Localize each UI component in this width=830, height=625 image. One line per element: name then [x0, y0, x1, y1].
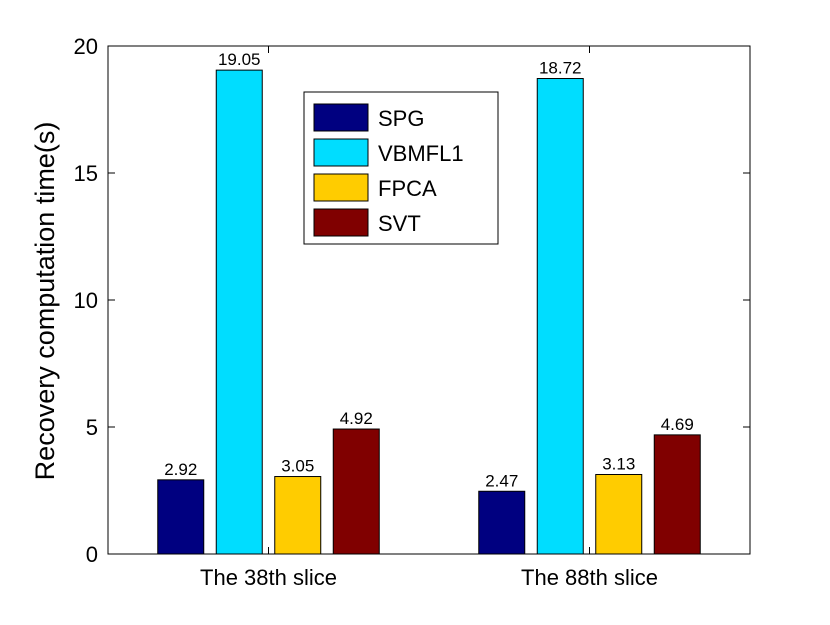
plot-area: 0 5 10 15 20 The 38th slice 2.92 19.05 3.05 4.92 T…: [74, 34, 751, 590]
legend-label-spg: SPG: [378, 106, 424, 131]
x-tick-label: The 38th slice: [200, 565, 337, 590]
data-label: 4.92: [340, 409, 373, 428]
data-label: 18.72: [539, 59, 582, 78]
legend-label-fpca: FPCA: [378, 176, 437, 201]
y-tick-label: 20: [74, 34, 98, 59]
y-tick-label: 5: [86, 415, 98, 440]
legend-swatch-fpca: [313, 173, 369, 202]
legend-swatch-spg: [313, 103, 369, 132]
bar-fpca: [595, 473, 643, 555]
data-label: 2.92: [164, 460, 197, 479]
bar-svt: [653, 434, 701, 555]
bar-spg: [157, 479, 205, 555]
data-label: 3.05: [281, 457, 314, 476]
data-label: 19.05: [218, 50, 261, 69]
bar-spg: [478, 490, 526, 555]
legend-swatch-vbmfl1: [313, 138, 369, 167]
x-tick-label: The 88th slice: [521, 565, 658, 590]
data-label: 3.13: [602, 454, 635, 473]
data-label: 4.69: [661, 415, 694, 434]
y-tick-label: 10: [74, 288, 98, 313]
legend-label-svt: SVT: [378, 211, 421, 236]
bar-fpca: [274, 476, 322, 555]
legend-swatch-svt: [313, 208, 369, 237]
bar-vbmfl1: [215, 69, 263, 555]
y-tick-label: 0: [86, 542, 98, 567]
bar-svt: [332, 428, 380, 555]
legend-label-vbmfl1: VBMFL1: [378, 141, 464, 166]
y-tick-label: 15: [74, 161, 98, 186]
bar-vbmfl1: [536, 78, 584, 555]
data-label: 2.47: [485, 471, 518, 490]
y-axis-label: Recovery computation time(s): [30, 122, 60, 481]
